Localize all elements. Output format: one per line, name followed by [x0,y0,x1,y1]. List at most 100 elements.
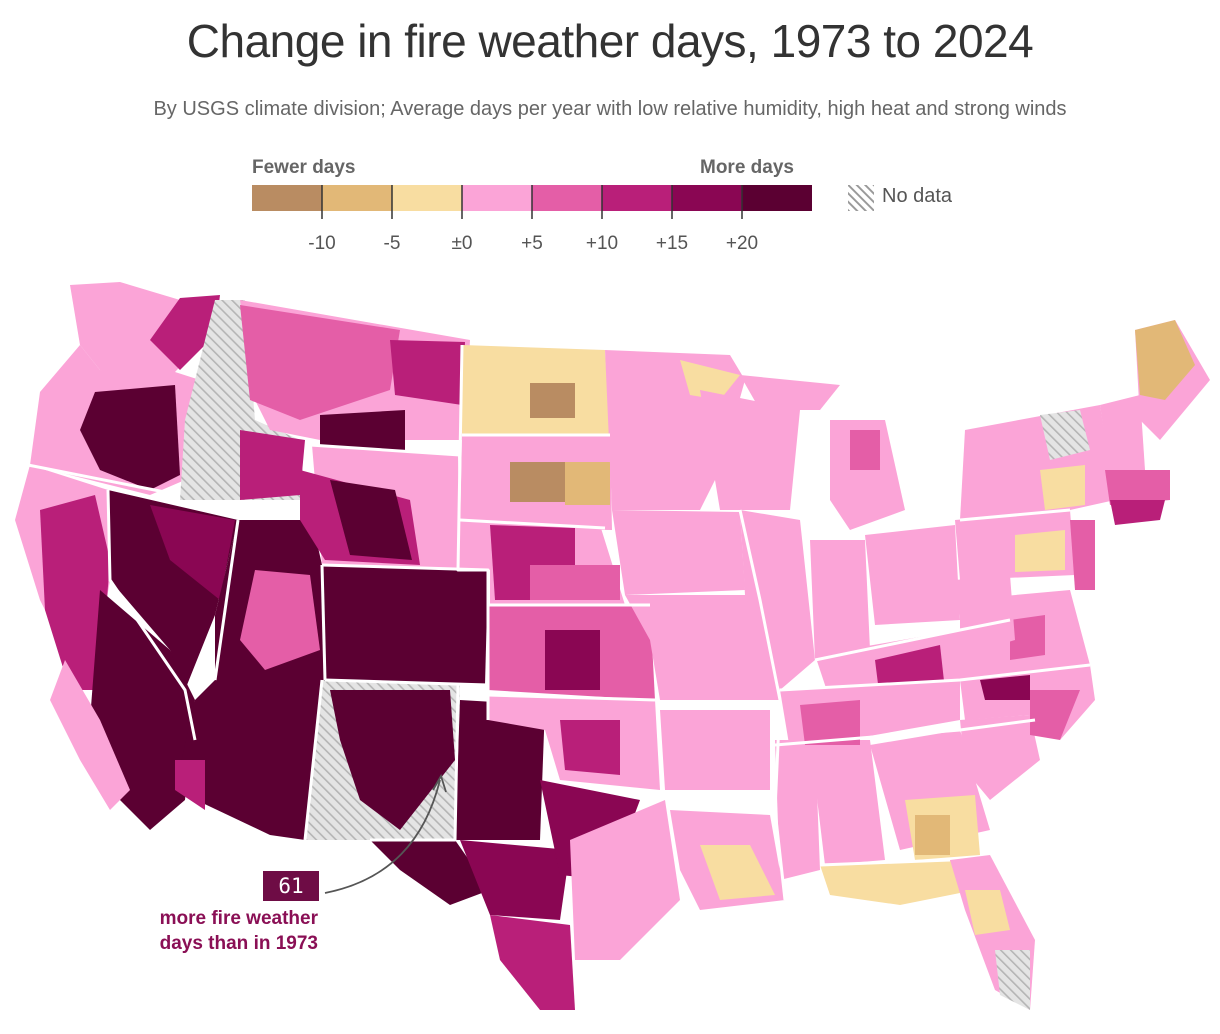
region-arizona-sw [175,760,205,810]
region-arkansas [660,710,770,790]
boundary-co-nm [324,678,489,687]
chart-title: Change in fire weather days, 1973 to 202… [186,15,1034,67]
region-ohio [865,525,960,625]
boundary-west-plains [456,344,490,720]
region-california-coast [50,660,130,810]
region-illinois [740,510,815,690]
region-texas-panhandle [455,700,545,840]
legend-swatch-minus10_minus5 [322,185,392,211]
region-oregon-central [80,385,180,490]
legend-no-data-swatch [848,185,874,211]
region-pennsylvania-sc [1015,530,1065,572]
legend-color-scale [252,185,874,219]
region-texas-central [460,840,570,920]
region-massachusetts [1105,470,1170,505]
region-idaho-south [240,430,305,500]
region-utah-east [240,570,320,670]
boundary-mt-wy [309,443,461,457]
boundary-nv-ut [213,519,240,681]
region-wyoming-yellowstone [330,480,412,560]
boundary-ks-ok [487,693,656,702]
region-maine-north [1135,320,1195,400]
region-georgia-center [915,815,950,855]
boundary-tn-ky [779,663,1091,692]
boundary-nm-tx [370,684,460,842]
legend-tick-label: +5 [521,233,543,254]
region-wisconsin [700,390,800,510]
region-virginia-central [1010,615,1045,660]
region-west-virginia [955,575,1015,655]
region-montana-east [390,340,465,405]
region-washington-east [150,295,220,370]
region-north-carolina-piedmont [1030,690,1080,740]
legend-swatch-plus15_plus20 [672,185,742,211]
callout-arrowhead [432,773,447,793]
legend-swatch-minus5_0 [392,185,462,211]
boundary-pa-ny [959,508,1071,522]
region-tennessee-west [800,700,860,745]
region-nevada-east [150,505,235,600]
region-michigan-north [850,430,880,470]
region-south-dakota-center [510,462,565,502]
legend-tick-label: +15 [655,233,689,254]
region-north-dakota-center [530,383,575,418]
boundary-az-nm [303,679,324,841]
region-missouri [625,595,780,700]
region-nebraska-south [530,565,620,600]
callout-text: more fire weather days than in 1973 [159,908,318,954]
region-new-york-ne [1040,410,1090,460]
region-mississippi [775,740,820,880]
region-south-dakota-east [565,462,610,505]
boundary-ut-co [320,564,327,681]
legend-more-label: More days [700,157,794,178]
region-minnesota-ne [680,360,740,400]
region-arizona [175,680,325,840]
legend-swatch-plus10_plus15 [602,185,672,211]
region-vermont-nh [1100,395,1145,475]
region-florida-south [995,950,1030,1010]
region-florida-center [965,890,1010,935]
region-colorado [322,565,488,685]
region-florida-panhandle [820,860,975,905]
region-oklahoma-center [560,720,620,775]
legend-tick-label: +20 [725,233,759,254]
region-texas-south [490,915,575,1010]
boundary-ca-nv [106,489,197,741]
region-kansas-center [545,630,600,690]
boundary-ohio-river [814,618,1011,662]
region-north-carolina-west [980,675,1030,700]
boundary-mississippi-river [738,509,787,901]
region-south-carolina [960,715,1040,800]
legend-swatch-plus5_plus10 [532,185,602,211]
legend-swatch-zero_plus5 [462,185,532,211]
region-new-mexico-core [330,690,455,830]
legend-tick-label: -10 [308,233,336,254]
legend-fewer-label: Fewer days [252,157,356,178]
region-montana-south [320,410,405,450]
region-montana-west [240,305,400,420]
boundary-sd-ne [459,518,606,530]
boundary-or-ca [27,463,181,497]
region-new-jersey [1070,520,1095,590]
region-alabama [810,740,885,865]
legend-no-data-label: No data [882,185,953,207]
legend-swatch-lt_minus10 [252,185,322,211]
legend-tick-label: ±0 [451,233,473,254]
region-texas-east [570,800,680,960]
boundary-south [774,718,1036,747]
region-iowa [612,510,745,595]
boundary-gulf [819,858,951,867]
region-new-york [960,405,1115,520]
region-indiana [810,540,870,660]
region-michigan-lower [830,420,905,530]
legend-tick-label: +10 [585,233,619,254]
callout-value: 61 [263,871,319,901]
region-california-central [40,495,110,690]
region-connecticut-ri [1110,500,1165,525]
legend-tick-label: -5 [383,233,401,254]
legend-swatch-gt_plus20 [742,185,812,211]
callout-arrow [324,779,441,894]
region-new-york-south [1040,465,1085,510]
region-michigan-upper [740,375,840,410]
